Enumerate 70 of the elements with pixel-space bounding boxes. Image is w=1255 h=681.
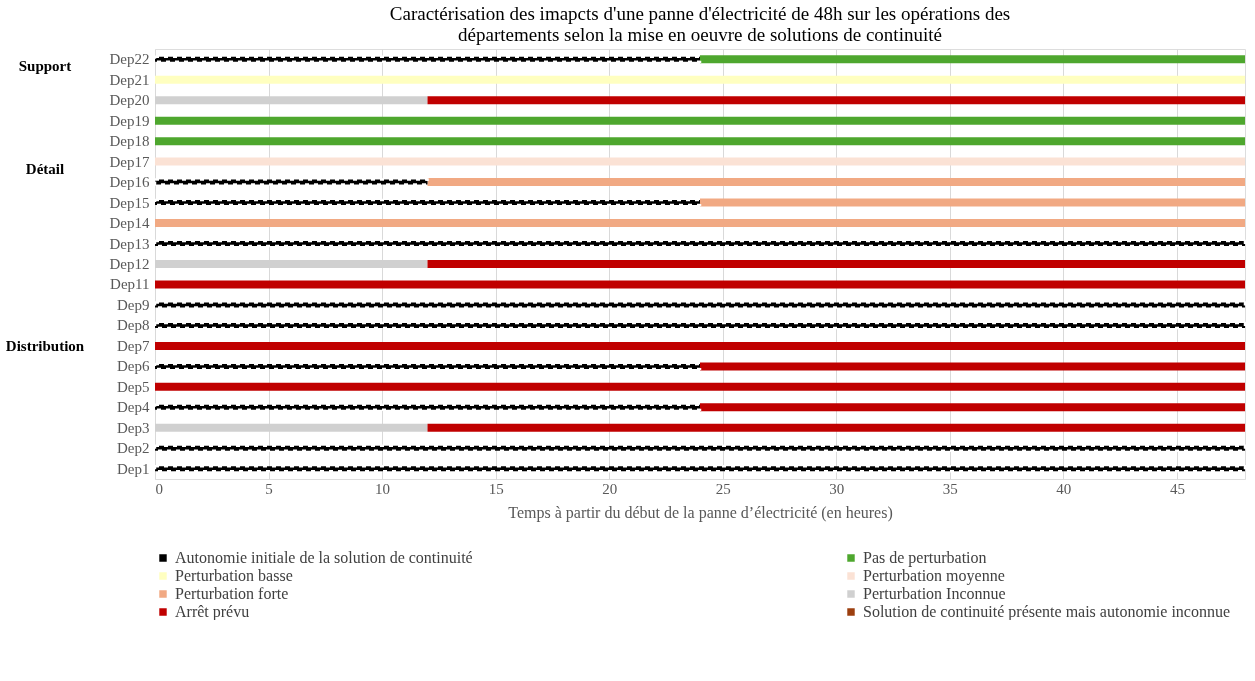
bar <box>700 403 1245 412</box>
bar <box>155 280 1245 289</box>
bar <box>153 321 1247 330</box>
chart-title: Caractérisation des imapcts d'une panne d'électricité de 48h sur les opérations des départements selon la mise en oeuvre de solutions de continuité <box>389 3 1011 45</box>
bar <box>427 423 1245 432</box>
legend-label: Pas de perturbation <box>863 549 987 567</box>
bar <box>153 444 1247 453</box>
bar <box>155 157 1245 166</box>
x-tick-label: 10 <box>375 480 391 497</box>
y-tick-label: Dep20 <box>109 92 150 109</box>
y-tick-label: Dep19 <box>109 112 150 129</box>
y-tick-label: Dep6 <box>117 358 150 375</box>
y-tick-label: Dep12 <box>109 256 150 272</box>
y-tick-label: Dep14 <box>109 215 150 232</box>
y-tick-label: Dep3 <box>117 419 150 436</box>
bar <box>153 55 702 63</box>
y-tick-label: Dep16 <box>109 174 150 191</box>
x-tick-label: 0 <box>155 480 163 497</box>
y-tick-label: Dep18 <box>109 133 150 150</box>
y-tick-label: Dep4 <box>117 399 150 416</box>
x-tick-label: 30 <box>829 480 845 497</box>
x-tick-label: 5 <box>265 480 273 497</box>
y-tick-label: Dep1 <box>117 460 150 477</box>
bar <box>153 362 702 371</box>
bar <box>427 96 1245 105</box>
bar <box>427 260 1245 268</box>
legend-label: Perturbation basse <box>175 567 293 584</box>
legend-label: Perturbation forte <box>175 585 289 602</box>
x-tick-label: 35 <box>942 480 958 497</box>
legend-label: Autonomie initiale de la solution de continuité <box>175 549 473 566</box>
bar <box>153 465 1247 473</box>
text: Détail <box>25 161 65 178</box>
x-tick-label: 25 <box>715 480 731 497</box>
bar <box>153 239 1247 248</box>
y-tick-label: Dep15 <box>109 194 150 211</box>
y-tick-label: Dep8 <box>117 317 150 334</box>
x-tick-label: 20 <box>602 480 618 497</box>
text: Support <box>18 58 72 75</box>
y-tick-label: Dep9 <box>117 296 150 313</box>
bar <box>153 301 1247 309</box>
bar <box>155 219 1245 228</box>
x-tick-label: 40 <box>1056 480 1072 497</box>
y-tick-label: Dep22 <box>109 51 150 68</box>
bar <box>427 178 1245 187</box>
y-tick-label: Dep7 <box>117 337 150 354</box>
text: Distribution <box>5 337 85 354</box>
bar <box>700 362 1245 371</box>
bar <box>153 403 702 412</box>
bar <box>700 55 1245 64</box>
bar <box>155 116 1245 125</box>
y-tick-label: Dep11 <box>110 276 150 293</box>
legend-label: Solution de continuité présente mais autonomie inconnue <box>863 603 1231 621</box>
legend-label: Arrêt prévu <box>175 603 250 621</box>
bar <box>155 382 1245 391</box>
y-tick-label: Dep5 <box>117 378 150 395</box>
legend-label: Perturbation moyenne <box>863 567 1005 585</box>
bar <box>153 178 429 186</box>
y-tick-label: Dep21 <box>109 71 150 88</box>
bar <box>155 137 1245 146</box>
x-axis-title: Temps à partir du début de la panne d’électricité (en heures) <box>508 503 893 522</box>
bar <box>153 198 702 207</box>
bar <box>155 75 1245 84</box>
x-tick-label: 45 <box>1169 480 1185 497</box>
legend-label: Perturbation Inconnue <box>863 585 1006 602</box>
y-tick-label: Dep2 <box>117 440 150 457</box>
bar <box>700 198 1245 207</box>
y-tick-label: Dep17 <box>109 153 150 170</box>
y-tick-label: Dep13 <box>109 235 150 252</box>
x-tick-label: 15 <box>488 480 504 497</box>
bar <box>155 341 1245 350</box>
